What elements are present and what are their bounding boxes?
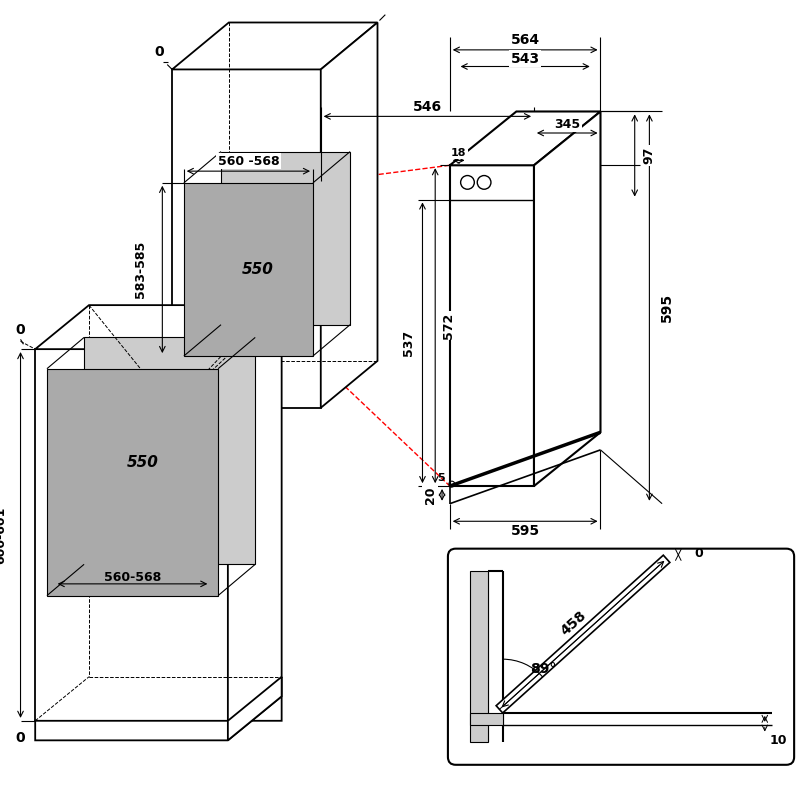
Polygon shape [450, 166, 534, 486]
Text: 546: 546 [413, 99, 442, 114]
Polygon shape [228, 677, 282, 740]
Polygon shape [321, 22, 378, 408]
Text: 97: 97 [642, 147, 655, 164]
Polygon shape [35, 349, 228, 721]
Text: 600-601: 600-601 [0, 506, 7, 564]
Text: 560-568: 560-568 [104, 571, 161, 585]
FancyBboxPatch shape [448, 549, 794, 765]
Text: 537: 537 [402, 330, 415, 356]
Text: 595: 595 [510, 524, 540, 538]
Polygon shape [470, 571, 488, 742]
Text: 0: 0 [694, 547, 702, 561]
Text: 0: 0 [16, 731, 26, 746]
Polygon shape [172, 22, 378, 70]
Text: 345: 345 [554, 118, 580, 130]
Text: 543: 543 [510, 52, 540, 66]
Polygon shape [221, 151, 350, 325]
Text: 0: 0 [16, 323, 26, 338]
Text: 564: 564 [510, 33, 540, 47]
Text: 0: 0 [154, 45, 164, 59]
Polygon shape [47, 369, 218, 596]
Text: 18: 18 [451, 147, 466, 158]
Text: 595: 595 [660, 293, 674, 322]
Text: 89°: 89° [530, 662, 557, 676]
Text: 10: 10 [770, 734, 787, 747]
Polygon shape [35, 305, 282, 349]
Polygon shape [184, 183, 313, 356]
Polygon shape [450, 111, 601, 166]
Text: 458: 458 [558, 608, 589, 638]
Text: 572: 572 [442, 313, 455, 338]
Text: 20: 20 [424, 486, 437, 504]
Polygon shape [172, 70, 321, 408]
Text: 5: 5 [438, 474, 445, 483]
Text: 550: 550 [126, 455, 158, 470]
Text: 583-585: 583-585 [134, 241, 147, 298]
Polygon shape [470, 713, 502, 725]
Text: 550: 550 [242, 262, 274, 277]
Text: 560 -568: 560 -568 [218, 155, 279, 168]
Polygon shape [228, 305, 282, 721]
Polygon shape [534, 111, 601, 486]
Polygon shape [496, 555, 670, 713]
Polygon shape [35, 696, 282, 740]
Polygon shape [84, 338, 255, 564]
Text: 0: 0 [133, 388, 142, 402]
